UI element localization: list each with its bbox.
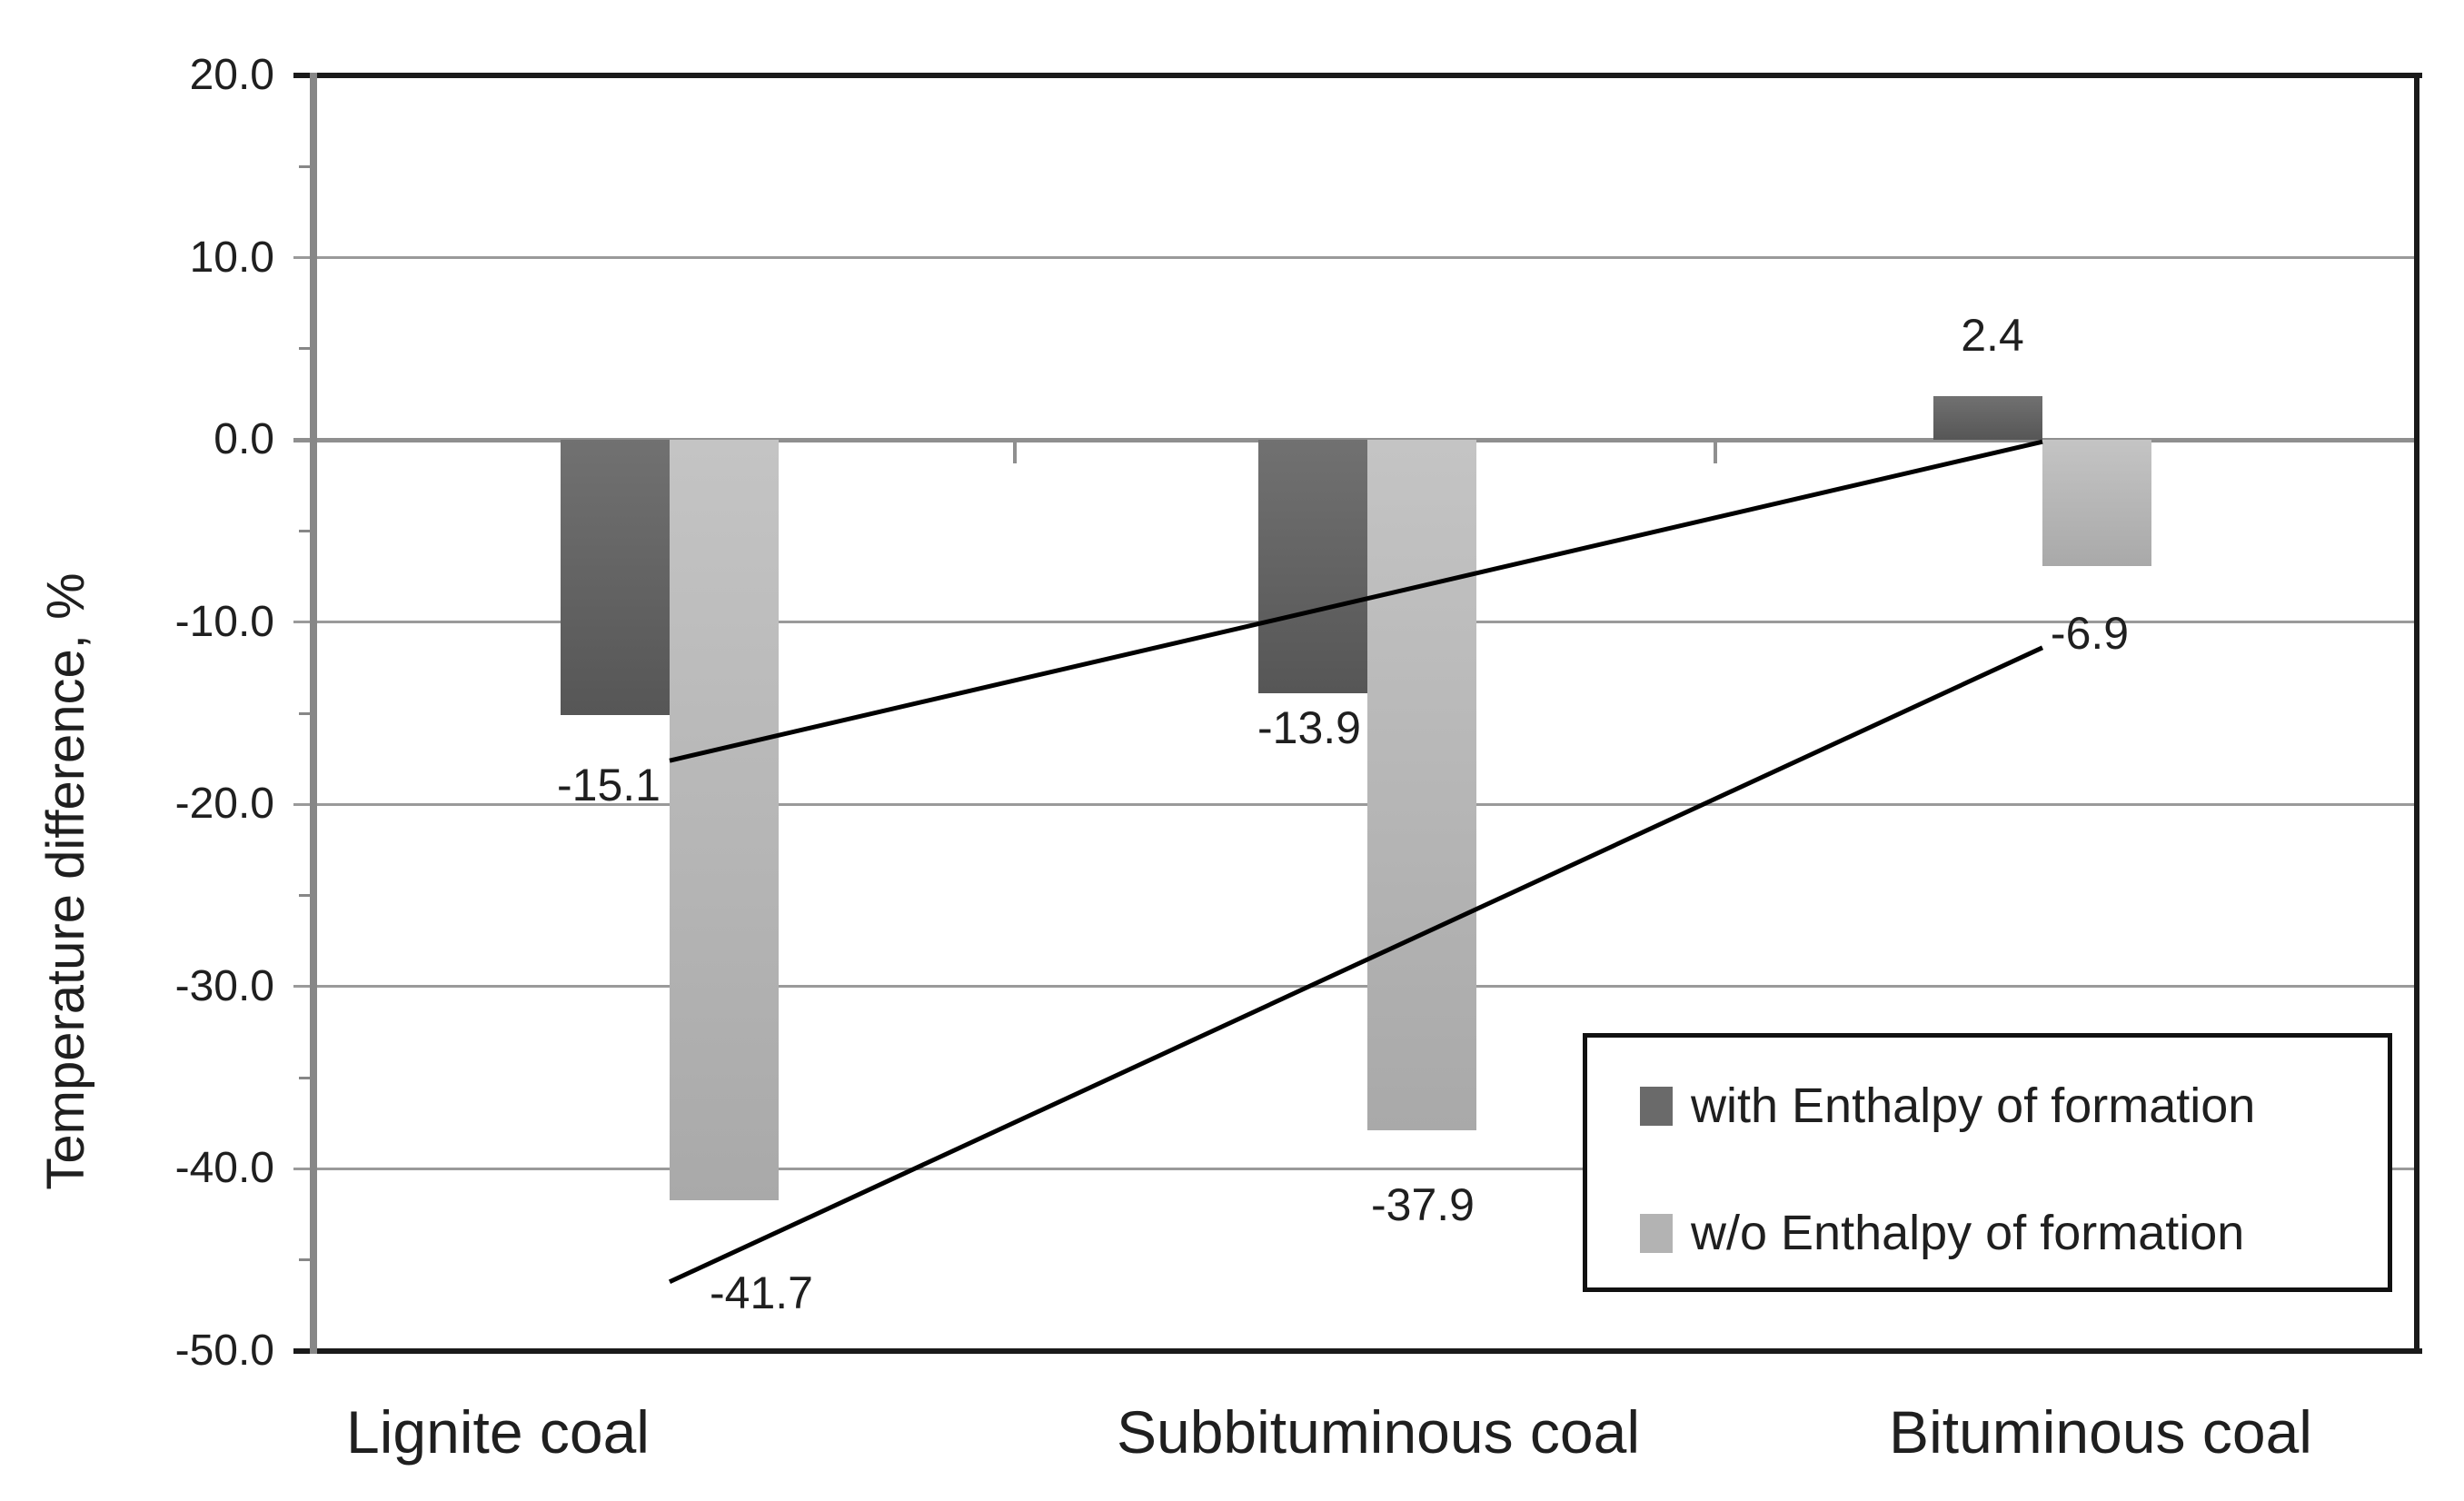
y-tick-label: -20.0 bbox=[174, 780, 274, 829]
bar-wo-enthalpy-lignite bbox=[670, 440, 779, 1200]
data-label: -6.9 bbox=[2050, 607, 2130, 659]
trendline-with-enthalpy bbox=[669, 439, 2043, 763]
y-axis-minor-tick bbox=[299, 164, 313, 168]
legend-swatch-dark-icon bbox=[1640, 1087, 1673, 1126]
trendline-wo-enthalpy bbox=[668, 645, 2044, 1285]
y-axis-line bbox=[310, 73, 317, 1354]
bar-with-enthalpy-lignite bbox=[561, 440, 670, 715]
y-axis-title: Temperature difference, % bbox=[36, 572, 95, 1190]
plot-border-right bbox=[2414, 73, 2419, 1354]
y-axis-minor-tick bbox=[299, 1258, 313, 1262]
y-tick-label: -30.0 bbox=[174, 961, 274, 1010]
y-tick-label: 10.0 bbox=[189, 233, 274, 282]
y-tick-label: -50.0 bbox=[174, 1327, 274, 1375]
bar-wo-enthalpy-bituminous bbox=[2042, 440, 2151, 566]
legend-box: with Enthalpy of formation w/o Enthalpy … bbox=[1583, 1033, 2392, 1292]
category-label-lignite: Lignite coal bbox=[346, 1398, 650, 1466]
plot-border-top bbox=[293, 73, 2422, 78]
legend-label-with-enthalpy: with Enthalpy of formation bbox=[1691, 1079, 2256, 1133]
data-label: -15.1 bbox=[557, 760, 661, 810]
legend-swatch-light-icon bbox=[1640, 1214, 1673, 1253]
y-tick-label: 0.0 bbox=[214, 415, 274, 464]
data-label: -41.7 bbox=[710, 1267, 813, 1318]
data-label: -13.9 bbox=[1257, 701, 1361, 753]
legend-label-wo-enthalpy: w/o Enthalpy of formation bbox=[1691, 1206, 2245, 1260]
y-axis-minor-tick bbox=[299, 711, 313, 715]
data-label: 2.4 bbox=[1961, 310, 2024, 361]
y-axis-minor-tick bbox=[299, 347, 313, 351]
y-axis-minor-tick bbox=[299, 1076, 313, 1079]
plot-border-bottom bbox=[293, 1348, 2422, 1354]
y-axis-minor-tick bbox=[299, 529, 313, 532]
y-tick-label: 20.0 bbox=[189, 51, 274, 99]
data-label: -37.9 bbox=[1371, 1179, 1475, 1231]
gridline bbox=[293, 802, 2417, 806]
category-label-subbituminous: Subbituminous coal bbox=[1116, 1398, 1641, 1466]
category-boundary-tick bbox=[1013, 440, 1017, 464]
bar-wo-enthalpy-subbituminous bbox=[1367, 440, 1476, 1131]
gridline bbox=[293, 1167, 2417, 1170]
gridline bbox=[293, 256, 2417, 260]
y-axis-minor-tick bbox=[299, 894, 313, 898]
bar-with-enthalpy-subbituminous bbox=[1258, 440, 1367, 693]
y-tick-label: -10.0 bbox=[174, 597, 274, 646]
gridline bbox=[293, 985, 2417, 989]
category-label-bituminous: Bituminous coal bbox=[1889, 1398, 2312, 1466]
category-boundary-tick bbox=[1714, 440, 1717, 464]
bar-with-enthalpy-bituminous bbox=[1933, 396, 2042, 441]
y-tick-label: -40.0 bbox=[174, 1144, 274, 1193]
